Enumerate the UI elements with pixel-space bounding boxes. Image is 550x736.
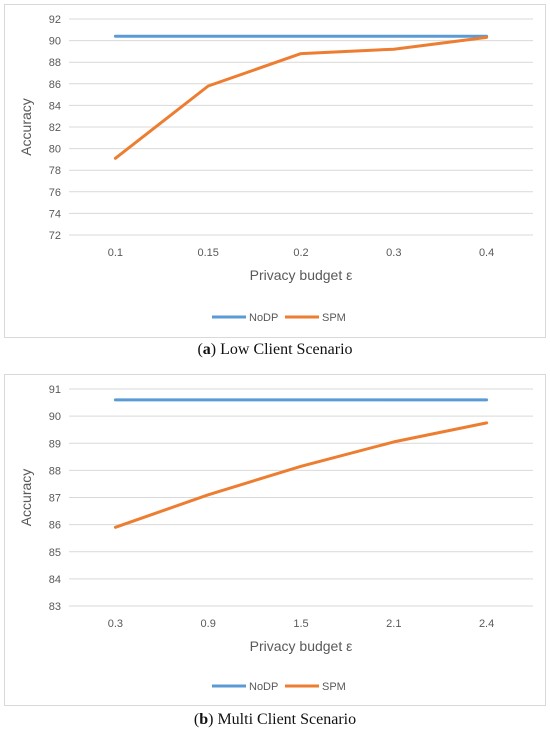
x-tick-label: 0.3	[108, 618, 123, 630]
x-tick-label: 0.9	[201, 618, 216, 630]
y-tick-label: 90	[49, 411, 61, 423]
y-tick-label: 72	[49, 230, 61, 242]
y-tick-label: 78	[49, 165, 61, 177]
y-tick-label: 91	[49, 384, 61, 396]
x-axis-title: Privacy budget ε	[250, 267, 353, 283]
x-tick-label: 0.2	[293, 247, 308, 259]
caption-b: (b) Multi Client Scenario	[193, 711, 357, 728]
y-tick-label: 83	[49, 601, 61, 613]
series-line-spm	[113, 421, 489, 529]
y-tick-label: 76	[49, 187, 61, 199]
y-tick-label: 86	[49, 520, 61, 532]
y-tick-label: 84	[49, 574, 61, 586]
caption-a: (a) Low Client Scenario	[197, 341, 353, 358]
y-tick-label: 88	[49, 57, 61, 69]
chart-b: 83 84 85 86 87 88 89 90 91 0.3 0.9 1.5 2.1 2.4 Privacy…	[18, 384, 533, 693]
y-tick-label: 87	[49, 493, 61, 505]
y-tick-label: 82	[49, 122, 61, 134]
legend-label: NoDP	[249, 312, 278, 324]
caption-a-letter: a	[202, 341, 211, 358]
x-tick-label: 2.1	[386, 618, 401, 630]
y-tick-label: 88	[49, 465, 61, 477]
chart-panel-a: 72 74 76 78 80 82 84 86 88 90 92 0.1 0.15 0.2 0.3 0.4 Pr…	[4, 4, 546, 338]
chart-panel-b: 83 84 85 86 87 88 89 90 91 0.3 0.9 1.5 2.1 2.4 Privacy…	[4, 374, 546, 706]
legend-label: SPM	[322, 681, 346, 693]
y-tick-label: 86	[49, 79, 61, 91]
y-tick-label: 85	[49, 547, 61, 559]
x-tick-label: 0.3	[386, 247, 401, 259]
series-line-spm	[113, 35, 489, 160]
x-tick-label: 0.4	[479, 247, 494, 259]
x-tick-label: 1.5	[293, 618, 308, 630]
legend-label: SPM	[322, 312, 346, 324]
y-axis-title: Accuracy	[18, 469, 34, 527]
x-tick-label: 0.1	[108, 247, 123, 259]
y-tick-label: 74	[49, 208, 61, 220]
legend-label: NoDP	[249, 681, 278, 693]
chart-a: 72 74 76 78 80 82 84 86 88 90 92 0.1 0.15 0.2 0.3 0.4 Pr…	[18, 14, 533, 324]
caption-b-text: Multi Client Scenario	[217, 711, 357, 728]
y-tick-label: 84	[49, 100, 61, 112]
y-tick-label: 90	[49, 36, 61, 48]
caption-a-text: Low Client Scenario	[220, 341, 353, 358]
y-tick-label: 92	[49, 14, 61, 26]
y-tick-label: 89	[49, 438, 61, 450]
y-axis-title: Accuracy	[18, 98, 34, 156]
x-axis-title: Privacy budget ε	[250, 638, 353, 654]
caption-b-letter: b	[199, 711, 209, 728]
x-tick-label: 0.15	[197, 247, 218, 259]
y-tick-label: 80	[49, 144, 61, 156]
x-tick-label: 2.4	[479, 618, 494, 630]
